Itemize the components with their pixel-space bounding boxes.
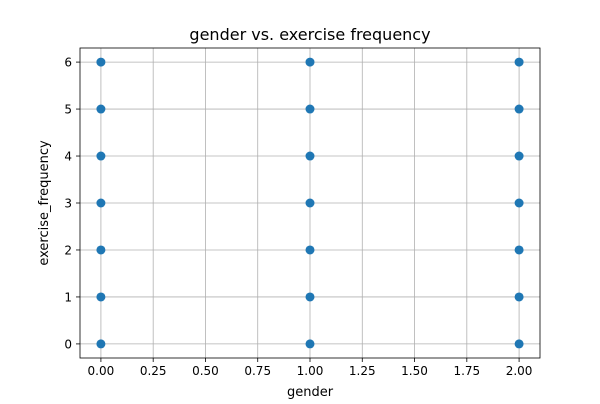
data-point: [514, 198, 524, 208]
y-tick-label: 0: [64, 337, 72, 351]
data-point: [96, 292, 106, 302]
y-tick-label: 5: [64, 103, 72, 117]
data-point: [305, 292, 315, 302]
y-axis: 0 1 2 3 4 5 6: [64, 56, 80, 351]
data-point: [514, 57, 524, 67]
y-tick-label: 2: [64, 243, 72, 257]
scatter-points: [96, 57, 524, 349]
data-point: [96, 57, 106, 67]
y-tick-label: 4: [64, 150, 72, 164]
data-point: [514, 292, 524, 302]
data-point: [514, 104, 524, 114]
y-axis-label: exercise_frequency: [37, 140, 52, 266]
x-tick-label: 0.00: [88, 364, 115, 378]
data-point: [96, 151, 106, 161]
y-tick-label: 3: [64, 197, 72, 211]
data-point: [305, 57, 315, 67]
x-tick-label: 2.00: [506, 364, 533, 378]
x-tick-label: 1.25: [349, 364, 376, 378]
x-tick-label: 1.50: [401, 364, 428, 378]
data-point: [96, 104, 106, 114]
data-point: [514, 245, 524, 255]
y-tick-label: 1: [64, 290, 72, 304]
data-point: [514, 151, 524, 161]
x-axis: 0.00 0.25 0.50 0.75 1.00 1.25 1.50 1.75 2.00: [88, 358, 533, 378]
x-tick-label: 0.50: [192, 364, 219, 378]
data-point: [305, 339, 315, 349]
x-tick-label: 0.75: [244, 364, 271, 378]
x-tick-label: 1.00: [297, 364, 324, 378]
x-tick-label: 1.75: [453, 364, 480, 378]
data-point: [96, 198, 106, 208]
x-tick-label: 0.25: [140, 364, 167, 378]
data-point: [305, 151, 315, 161]
chart-title: gender vs. exercise frequency: [189, 25, 430, 44]
data-point: [305, 104, 315, 114]
data-point: [96, 339, 106, 349]
data-point: [305, 245, 315, 255]
data-point: [514, 339, 524, 349]
data-point: [96, 245, 106, 255]
y-tick-label: 6: [64, 56, 72, 70]
x-axis-label: gender: [287, 385, 334, 400]
data-point: [305, 198, 315, 208]
